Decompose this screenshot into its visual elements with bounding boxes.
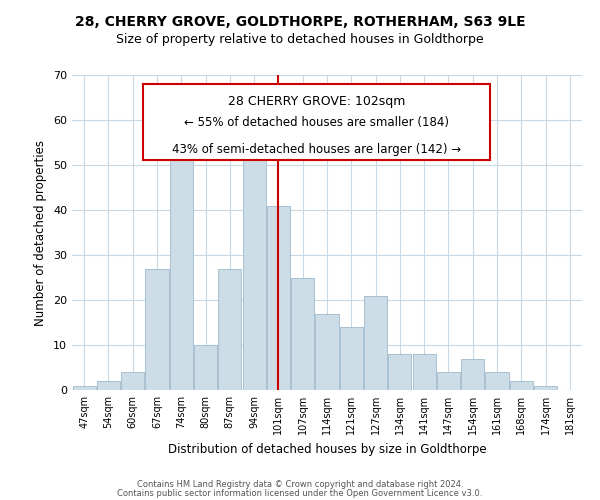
Text: Contains public sector information licensed under the Open Government Licence v3: Contains public sector information licen…	[118, 489, 482, 498]
Bar	[218, 268, 241, 390]
Bar	[437, 372, 460, 390]
Bar	[121, 372, 144, 390]
Bar	[510, 381, 533, 390]
Text: ← 55% of detached houses are smaller (184): ← 55% of detached houses are smaller (18…	[184, 116, 449, 128]
Bar	[97, 381, 120, 390]
Bar	[340, 327, 363, 390]
Bar	[485, 372, 509, 390]
Text: 28, CHERRY GROVE, GOLDTHORPE, ROTHERHAM, S63 9LE: 28, CHERRY GROVE, GOLDTHORPE, ROTHERHAM,…	[74, 15, 526, 29]
Bar	[388, 354, 412, 390]
Bar	[267, 206, 290, 390]
Text: 43% of semi-detached houses are larger (142) →: 43% of semi-detached houses are larger (…	[172, 143, 461, 156]
Bar	[364, 296, 387, 390]
Bar	[413, 354, 436, 390]
Text: Contains HM Land Registry data © Crown copyright and database right 2024.: Contains HM Land Registry data © Crown c…	[137, 480, 463, 489]
Bar	[170, 142, 193, 390]
Bar	[291, 278, 314, 390]
Bar	[194, 345, 217, 390]
Bar	[534, 386, 557, 390]
Text: Size of property relative to detached houses in Goldthorpe: Size of property relative to detached ho…	[116, 32, 484, 46]
Bar	[461, 358, 484, 390]
Bar	[316, 314, 338, 390]
Y-axis label: Number of detached properties: Number of detached properties	[34, 140, 47, 326]
X-axis label: Distribution of detached houses by size in Goldthorpe: Distribution of detached houses by size …	[167, 442, 487, 456]
Text: 28 CHERRY GROVE: 102sqm: 28 CHERRY GROVE: 102sqm	[228, 96, 406, 108]
FancyBboxPatch shape	[143, 84, 490, 160]
Bar	[242, 138, 266, 390]
Bar	[145, 268, 169, 390]
Bar	[73, 386, 95, 390]
